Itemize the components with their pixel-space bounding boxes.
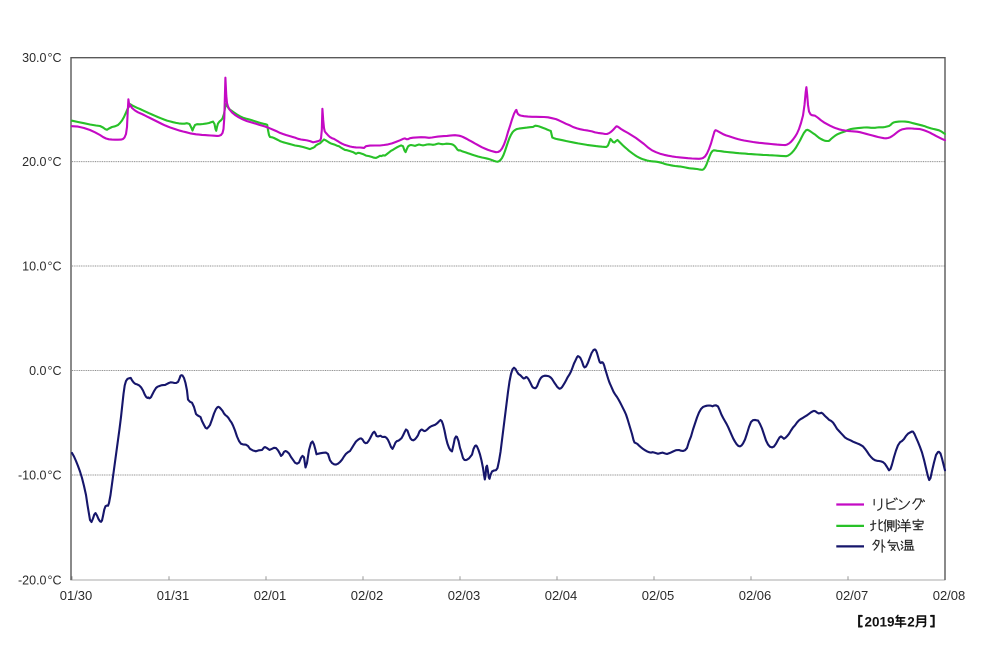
- svg-text:02/02: 02/02: [351, 588, 384, 603]
- svg-text:-20.0: -20.0: [18, 573, 47, 587]
- svg-text:20.0: 20.0: [22, 155, 46, 169]
- svg-text:°C: °C: [48, 468, 62, 482]
- svg-text:°C: °C: [48, 51, 62, 65]
- svg-text:°C: °C: [48, 573, 62, 587]
- svg-text:2019: 2019: [865, 615, 895, 630]
- svg-text:02/08: 02/08: [933, 588, 966, 603]
- svg-text:02/04: 02/04: [545, 588, 578, 603]
- svg-text:°C: °C: [48, 364, 62, 378]
- svg-text:0.0: 0.0: [29, 364, 46, 378]
- svg-text:°C: °C: [48, 259, 62, 273]
- svg-text:01/30: 01/30: [60, 588, 93, 603]
- svg-text:02/03: 02/03: [448, 588, 481, 603]
- svg-text:2: 2: [907, 615, 915, 630]
- svg-text:02/01: 02/01: [254, 588, 287, 603]
- svg-text:01/31: 01/31: [157, 588, 190, 603]
- svg-text:02/05: 02/05: [642, 588, 675, 603]
- svg-text:30.0: 30.0: [22, 51, 46, 65]
- svg-text:-10.0: -10.0: [18, 468, 47, 482]
- svg-text:02/07: 02/07: [836, 588, 869, 603]
- svg-text:°C: °C: [48, 155, 62, 169]
- svg-text:02/06: 02/06: [739, 588, 772, 603]
- svg-text:10.0: 10.0: [22, 259, 46, 273]
